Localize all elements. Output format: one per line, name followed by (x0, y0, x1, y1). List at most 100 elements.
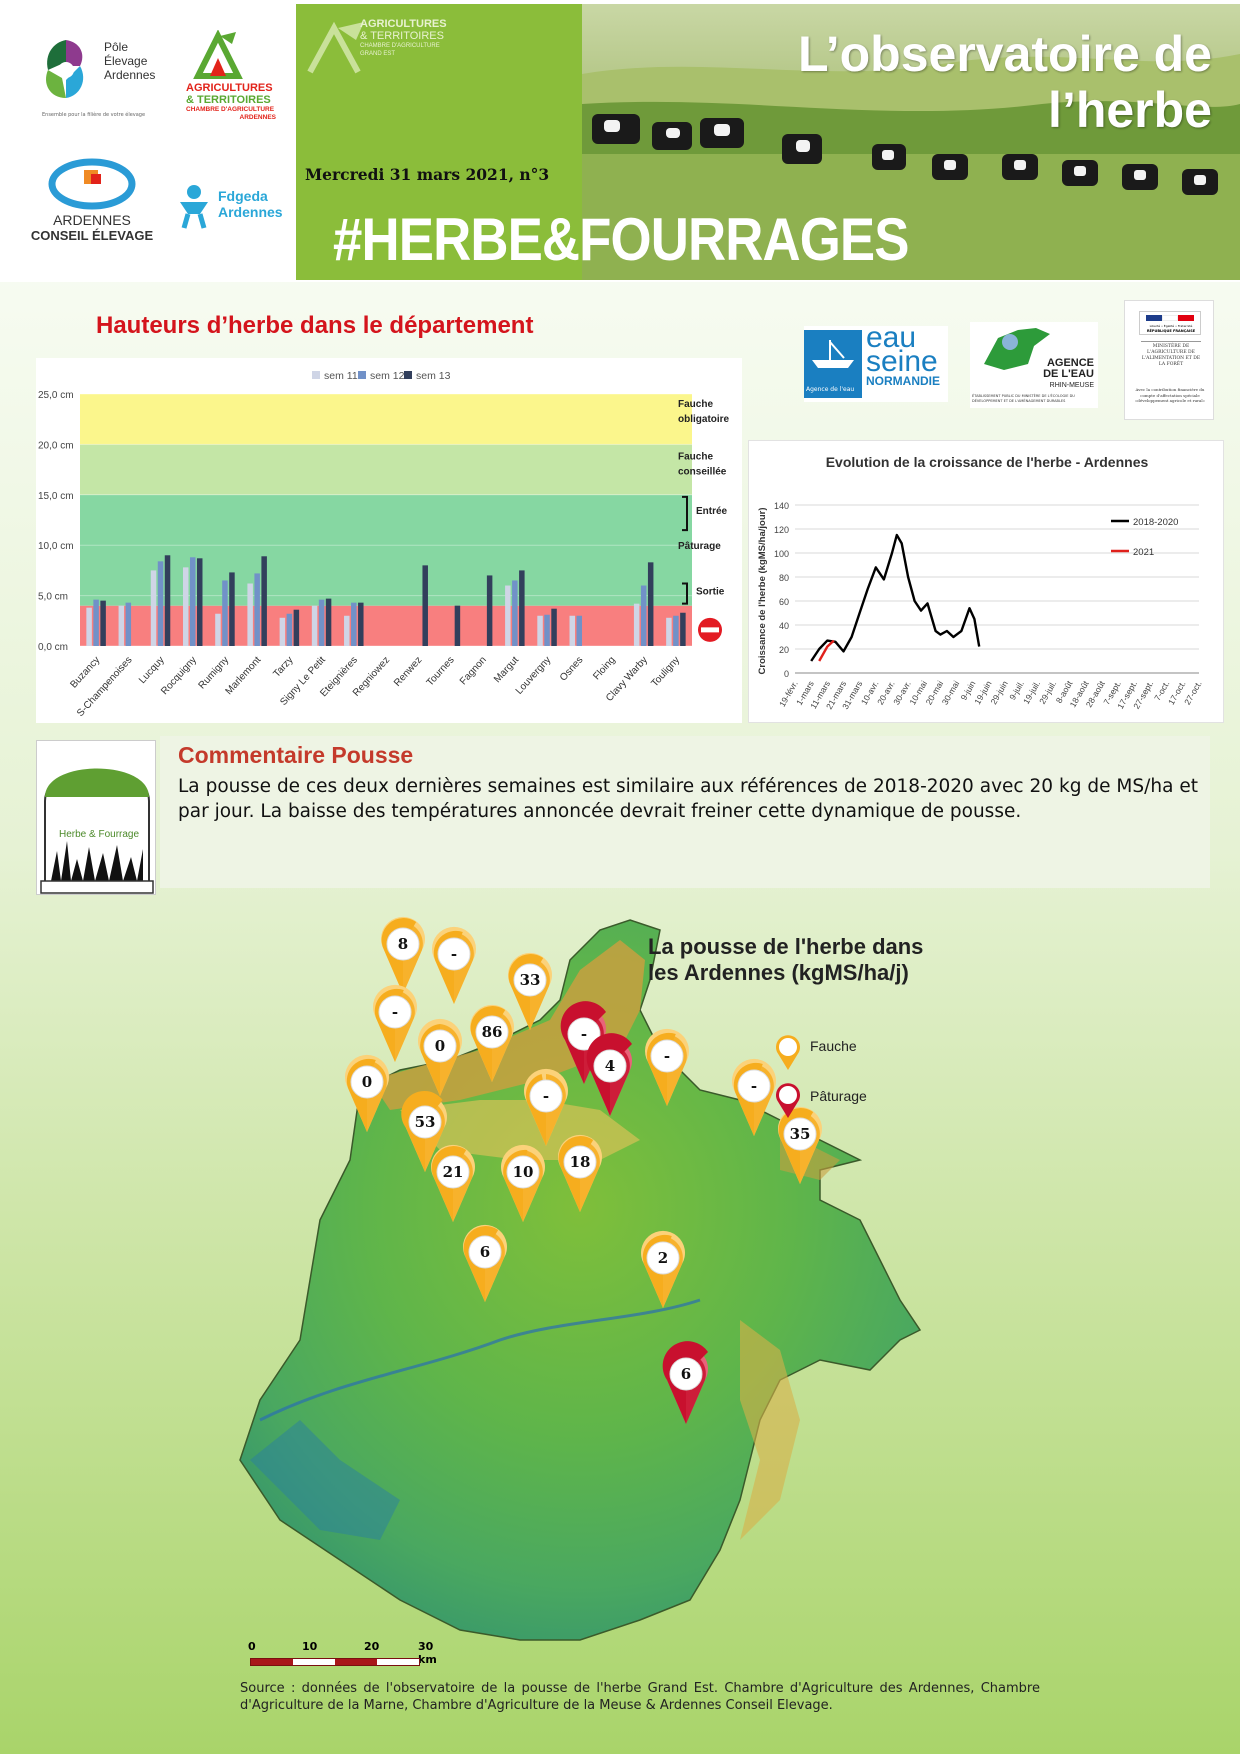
marker-value: - (543, 1087, 549, 1105)
pole-l1: Pôle (104, 40, 129, 54)
y-tick-label: 100 (774, 549, 789, 559)
legend-label: 2018-2020 (1133, 517, 1178, 528)
bar-sem12 (189, 557, 196, 646)
bar-sem12 (544, 614, 550, 646)
grass-dome-icon (40, 768, 154, 894)
agri-l2: & TERRITOIRES (186, 94, 271, 106)
marker-disc (593, 1049, 627, 1083)
bar-sem11 (666, 617, 672, 646)
y-tick-label: 120 (774, 525, 789, 535)
rf-l1: Liberté • Égalité • Fraternité (1149, 324, 1193, 328)
agri-l3: CHAMBRE D'AGRICULTURE (186, 106, 275, 113)
marker-disc (436, 1155, 470, 1189)
bar-sem13 (293, 609, 300, 646)
eau-seine-tag: Agence de l'eau (806, 386, 855, 393)
bar-sem13 (325, 598, 332, 646)
cows-photo (582, 4, 1240, 280)
growth-marker-fauche[interactable]: - (524, 1068, 568, 1146)
agri-triangle-icon (193, 30, 243, 79)
bar-sem11 (215, 613, 221, 646)
marker-disc (563, 1145, 597, 1179)
growth-marker-fauche[interactable]: - (432, 926, 476, 1004)
zone-label-fauche-obl-2: obligatoire (678, 414, 730, 425)
x-category-label: Fagnon (458, 655, 489, 688)
growth-marker-fauche[interactable]: - (373, 984, 417, 1062)
y-tick-label: 20 (779, 645, 789, 655)
growth-marker-fauche[interactable]: 6 (463, 1224, 507, 1302)
marker-value: - (751, 1077, 757, 1095)
marker-value: 0 (362, 1073, 372, 1091)
bar-sem12 (576, 615, 583, 646)
legend-paturage: Pâturage (810, 1088, 867, 1104)
zone-label-paturage: Pâturage (678, 541, 721, 552)
legend-swatch (312, 371, 320, 379)
fdgeda-l2: Ardennes (218, 204, 283, 220)
scale-stripes (250, 1658, 420, 1666)
legend-label: 2021 (1133, 547, 1154, 558)
comment-box: Commentaire Pousse La pousse de ces deux… (160, 736, 1210, 888)
bar-sem11 (118, 605, 125, 646)
eau-seine-normandie-logo: Agence de l'eau eau seine NORMANDIE (804, 323, 948, 402)
zone-label-fauche-cons-1: Fauche (678, 452, 713, 463)
bar-sem13 (486, 575, 493, 646)
growth-marker-fauche[interactable]: 0 (345, 1054, 389, 1132)
bar-sem13 (261, 556, 267, 646)
growth-marker-fauche[interactable]: 0 (418, 1018, 462, 1096)
bar-sem11 (569, 615, 576, 646)
marker-disc (513, 963, 547, 997)
marker-value: - (664, 1047, 670, 1065)
scale-0: 0 (248, 1640, 256, 1653)
legend-label: sem 11 (324, 370, 358, 382)
bar-sem11 (86, 607, 92, 646)
zone-band-1 (80, 494, 692, 606)
growth-marker-fauche[interactable]: 33 (508, 952, 552, 1030)
growth-marker-fauche[interactable]: 86 (470, 1004, 514, 1082)
boat-icon (812, 340, 854, 368)
zone-band-3 (80, 394, 692, 445)
growth-marker-fauche[interactable]: - (645, 1028, 689, 1106)
growth-marker-fauche[interactable]: 53 (401, 1090, 447, 1172)
legend-label: sem 13 (416, 370, 451, 382)
fauche-pin-icon (776, 1035, 800, 1070)
map-title: La pousse de l'herbe dans les Ardennes (… (648, 934, 923, 986)
marker-value: 35 (790, 1125, 811, 1143)
green-logo-l4: GRAND EST (360, 51, 396, 57)
ace-l2: CONSEIL ÉLEVAGE (30, 228, 154, 243)
eau-seine-l2: seine (866, 345, 938, 378)
comment-title: Commentaire Pousse (178, 742, 414, 768)
growth-marker-paturage[interactable]: 4 (586, 1033, 632, 1116)
growth-marker-fauche[interactable]: - (732, 1058, 776, 1136)
fdgeda-l1: Fdgeda (218, 188, 268, 204)
marker-value: 21 (443, 1163, 464, 1181)
marker-disc (567, 1017, 601, 1051)
eau-seine-l3: NORMANDIE (866, 374, 940, 388)
marianne-block: Liberté • Égalité • Fraternité RÉPUBLIQU… (1139, 311, 1201, 335)
marker-disc (646, 1241, 680, 1275)
marker-disc (350, 1065, 384, 1099)
marker-disc (669, 1357, 703, 1391)
x-category-label: Renwez (392, 655, 424, 689)
zone-label-fauche-obl-1: Fauche (678, 399, 713, 410)
growth-marker-fauche[interactable]: 35 (778, 1106, 822, 1184)
pole-l2: Élevage (104, 54, 148, 68)
ministere-agriculture-logo: Liberté • Égalité • Fraternité RÉPUBLIQU… (1124, 300, 1214, 420)
growth-marker-fauche[interactable]: 8 (381, 916, 425, 994)
growth-marker-fauche[interactable]: 10 (501, 1144, 545, 1222)
bar-sem12 (125, 602, 132, 646)
marker-value: 33 (520, 971, 541, 989)
growth-marker-fauche[interactable]: 18 (558, 1134, 602, 1212)
growth-marker-fauche[interactable]: 2 (641, 1230, 685, 1308)
bar-sem12 (93, 599, 99, 646)
legend-swatch (404, 371, 412, 379)
grand-est-logo-icon (307, 21, 364, 74)
y-tick-label: 5,0 cm (38, 592, 68, 603)
bar-sem11 (537, 615, 543, 646)
marker-value: 2 (658, 1249, 668, 1267)
growth-marker-paturage[interactable]: 6 (662, 1341, 708, 1424)
agri-l4: ARDENNES (239, 114, 276, 121)
marker-disc (386, 927, 420, 961)
rhin-l2: DE L'EAU (1043, 368, 1094, 380)
green-logo-l2: & TERRITOIRES (360, 30, 444, 42)
growth-marker-fauche[interactable]: 21 (431, 1144, 475, 1222)
x-category-label: Tarzy (271, 655, 295, 680)
